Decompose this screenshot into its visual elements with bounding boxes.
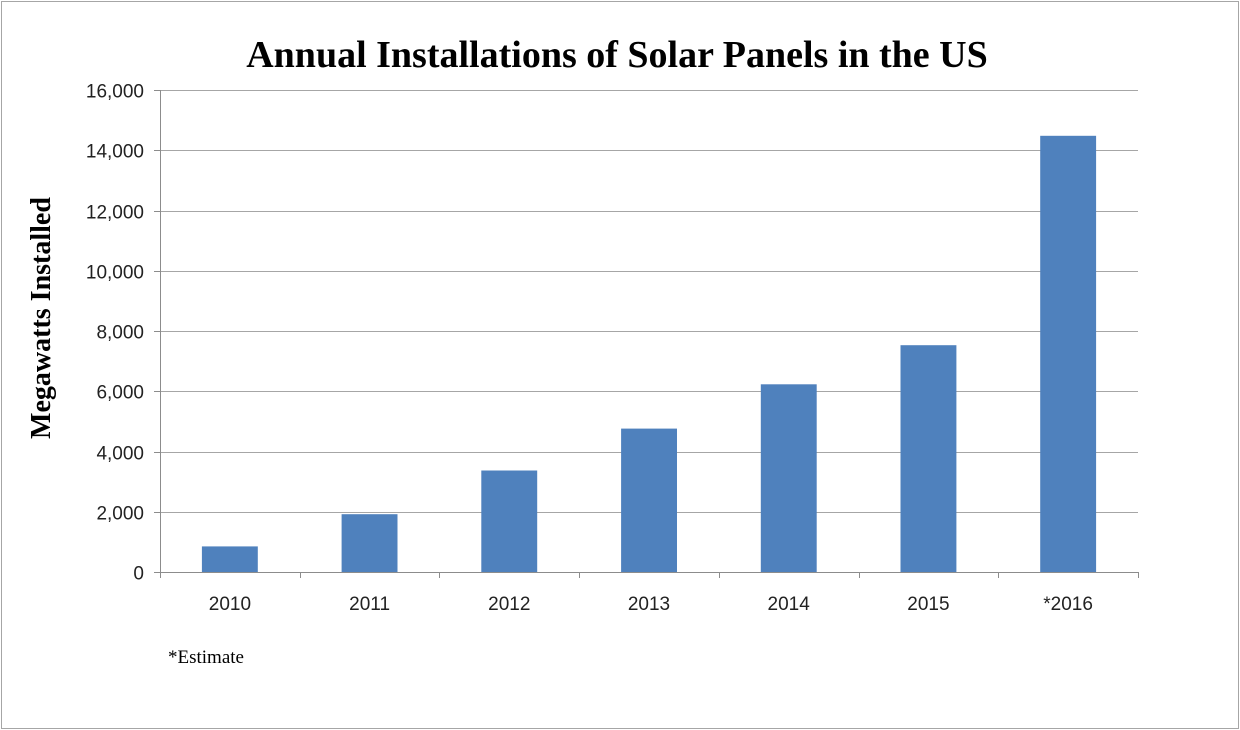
x-tick-label: *2016 — [1043, 594, 1093, 615]
axes — [160, 90, 1138, 573]
y-tick-label: 16,000 — [86, 82, 144, 103]
x-axis-ticks: 2010 2011 2012 2013 2014 2015 *2016 — [160, 572, 1139, 615]
chart-title: Annual Installations of Solar Panels in … — [246, 34, 988, 76]
x-tick-label: 2010 — [209, 594, 251, 615]
bars — [201, 135, 1097, 573]
y-tick-label: 8,000 — [96, 323, 144, 344]
bar — [760, 384, 817, 572]
bar — [900, 345, 957, 572]
y-axis-label: Megawatts Installed — [26, 197, 57, 439]
bar — [201, 546, 258, 572]
bar — [341, 514, 398, 572]
bar — [481, 470, 538, 572]
x-tick-label: 2015 — [907, 594, 949, 615]
y-tick-label: 4,000 — [96, 444, 144, 465]
x-tick-label: 2013 — [628, 594, 670, 615]
x-tick-label: 2014 — [768, 594, 811, 615]
estimate-footnote: *Estimate — [168, 647, 244, 668]
bar — [621, 428, 677, 572]
x-tick-label: 2011 — [349, 594, 390, 615]
gridlines — [160, 90, 1138, 513]
y-tick-label: 14,000 — [86, 142, 144, 163]
y-tick-label: 0 — [133, 564, 144, 585]
y-tick-label: 10,000 — [86, 263, 144, 284]
x-tick-label: 2012 — [488, 594, 530, 615]
y-axis-ticks: 0 2,000 4,000 6,000 8,000 10,000 12,000 14,000 1… — [86, 82, 160, 585]
bar — [1040, 135, 1097, 573]
y-tick-label: 2,000 — [96, 504, 144, 525]
y-tick-label: 6,000 — [96, 383, 144, 404]
y-tick-label: 12,000 — [86, 203, 144, 224]
